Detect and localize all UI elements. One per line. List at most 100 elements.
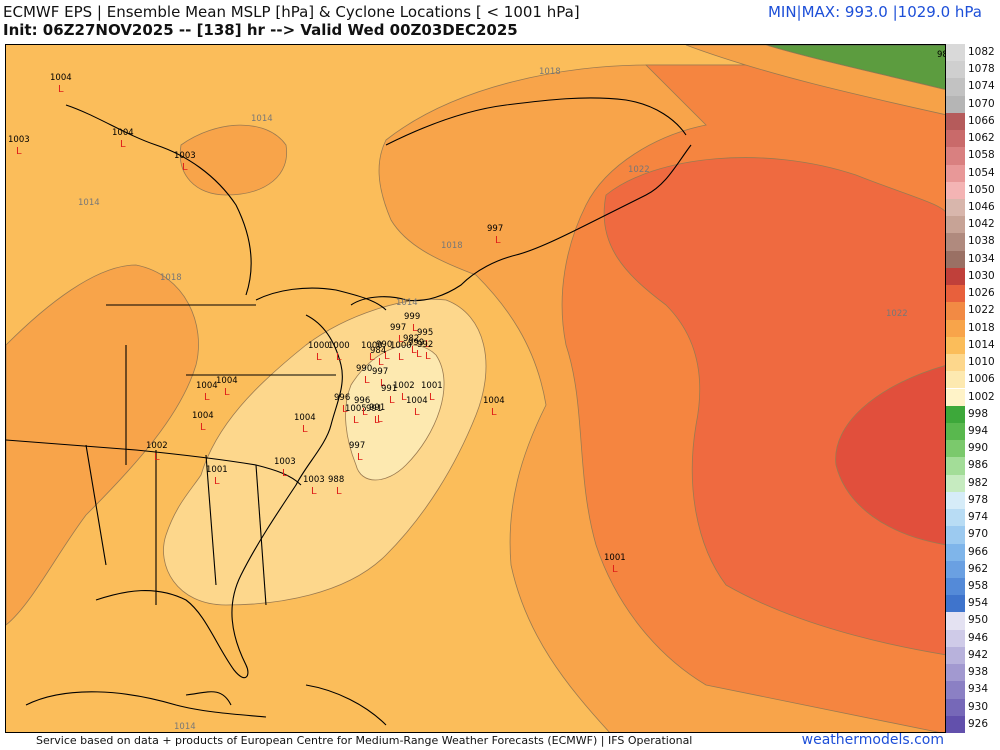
colorbar-step: 1070 [946, 95, 1000, 113]
colorbar-swatch [946, 664, 965, 682]
colorbar-swatch [946, 216, 965, 234]
colorbar-step: 962 [946, 560, 1000, 578]
colorbar-swatch [946, 595, 965, 613]
colorbar-step: 926 [946, 715, 1000, 733]
low-marker: L [224, 387, 230, 398]
colorbar-label: 1042 [968, 218, 995, 231]
isobar-label: 1018 [160, 273, 182, 283]
colorbar-label: 998 [968, 407, 989, 420]
low-marker: L [16, 146, 22, 157]
low-marker: L [411, 345, 417, 356]
colorbar-label: 1082 [968, 46, 995, 58]
colorbar-step: 966 [946, 543, 1000, 561]
cyclone-value: 996 [334, 393, 350, 403]
cyclone-value: 1003 [8, 135, 30, 145]
field-corner-band [685, 45, 945, 115]
pressure-map[interactable]: 1014 1014 1018 1018 1018 1022 1022 1014 … [5, 44, 946, 733]
low-marker: L [401, 392, 407, 403]
low-marker: L [425, 339, 431, 350]
colorbar-label: 962 [968, 562, 989, 575]
cyclone-value: 991 [381, 384, 397, 394]
colorbar-swatch [946, 336, 965, 355]
low-marker: L [389, 395, 395, 406]
colorbar-step: 998 [946, 405, 1000, 423]
colorbar-step: 1058 [946, 147, 1000, 165]
cyclone-value: 999 [404, 312, 420, 322]
colorbar-swatch [946, 491, 965, 510]
colorbar-swatch [946, 181, 965, 200]
colorbar-label: 1026 [968, 287, 995, 300]
low-marker: L [380, 378, 386, 389]
low-marker: L [377, 414, 383, 425]
colorbar-swatch [946, 560, 965, 578]
cyclone-value: 1002 [146, 441, 168, 451]
isobar-label: 1018 [539, 67, 561, 77]
colorbar-label: 1046 [968, 201, 995, 214]
colorbar-swatch [946, 354, 965, 372]
field-1018-west [6, 264, 199, 626]
colorbar-swatch [946, 474, 965, 492]
colorbar-swatch [946, 112, 965, 131]
colorbar-step: 1066 [946, 112, 1000, 131]
colorbar-swatch [946, 78, 965, 96]
brand-link[interactable]: weathermodels.com [801, 732, 944, 748]
colorbar-label: 1034 [968, 252, 995, 265]
cyclone-value: 1001 [206, 465, 228, 475]
colorbar-label: 1010 [968, 356, 995, 369]
low-marker: L [353, 415, 359, 426]
colorbar-label: 986 [968, 459, 989, 472]
colorbar-label: 958 [968, 579, 989, 592]
cyclone-value: 1000 [361, 341, 383, 351]
chart-title: ECMWF EPS | Ensemble Mean MSLP [hPa] & C… [3, 3, 580, 21]
colorbar-step: 1082 [946, 44, 1000, 62]
colorbar-swatch [946, 509, 965, 527]
colorbar-label: 1014 [968, 338, 995, 351]
colorbar-swatch [946, 233, 965, 251]
low-marker: L [154, 452, 160, 463]
cyclone-value: 991 [366, 404, 382, 414]
cyclone-value: 997 [372, 367, 388, 377]
cyclone-value: 1004 [294, 413, 316, 423]
cyclone-value: 1002 [393, 381, 415, 391]
colorbar-label: 1054 [968, 166, 995, 179]
colorbar-label: 1050 [968, 183, 995, 196]
source-credit: Service based on data + products of Euro… [36, 734, 693, 747]
low-marker: L [357, 452, 363, 463]
colorbar-step: 958 [946, 577, 1000, 596]
colorbar-label: 1006 [968, 373, 995, 386]
colorbar-label: 930 [968, 700, 989, 713]
field-1026 [603, 157, 945, 656]
colorbar-step: 1006 [946, 371, 1000, 389]
colorbar-swatch [946, 681, 965, 699]
cyclone-value: 990 [376, 340, 392, 350]
low-marker: L [182, 162, 188, 173]
cyclone-value: 984 [370, 346, 386, 356]
colorbar-step: 1010 [946, 354, 1000, 372]
colorbar-swatch [946, 405, 965, 423]
colorbar-label: 982 [968, 476, 989, 489]
colorbar-label: 950 [968, 614, 989, 627]
cyclone-value: 988 [328, 475, 344, 485]
cyclone-value: 988 [937, 50, 946, 60]
colorbar-step: 1050 [946, 181, 1000, 200]
cyclone-value: 992 [417, 340, 433, 350]
colorbar-step: 954 [946, 595, 1000, 613]
cyclone-value: 1004 [112, 128, 134, 138]
isobar-label: 1014 [251, 114, 273, 124]
low-marker: L [200, 422, 206, 433]
colorbar-label: 978 [968, 493, 989, 506]
low-marker: L [612, 564, 618, 575]
low-marker: L [491, 407, 497, 418]
colorbar-swatch [946, 371, 965, 389]
low-marker: L [429, 392, 435, 403]
colorbar-step: 946 [946, 629, 1000, 647]
pressure-colorbar: 1082 1078 1074 1070 1066 1062 1058 1054 1050 1046… [946, 44, 1000, 733]
colorbar-label: 990 [968, 442, 989, 455]
colorbar-step: 990 [946, 440, 1000, 458]
low-marker: L [58, 84, 64, 95]
colorbar-step: 1054 [946, 164, 1000, 182]
field-1030 [835, 365, 945, 546]
colorbar-swatch [946, 715, 965, 733]
colorbar-swatch [946, 577, 965, 596]
cyclone-value: 1000 [308, 341, 330, 351]
